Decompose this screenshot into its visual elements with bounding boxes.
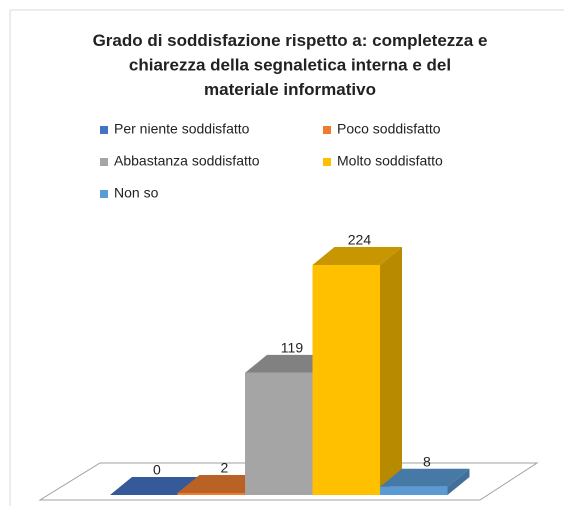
bar-top: [110, 477, 200, 495]
bar-top: [245, 354, 335, 373]
bar: [177, 492, 245, 495]
data-label: 0: [153, 462, 161, 478]
legend-label: Poco soddisfatto: [337, 121, 441, 137]
legend-label: Per niente soddisfatto: [114, 121, 250, 137]
legend-marker: [100, 126, 108, 134]
data-label: 8: [423, 453, 431, 469]
bar-side: [380, 247, 402, 495]
data-label: 119: [281, 340, 304, 356]
bar-top: [177, 474, 267, 493]
data-label: 2: [221, 460, 229, 476]
chart-title: Grado di soddisfazione rispetto a: compl…: [93, 31, 488, 99]
legend-marker: [323, 126, 331, 134]
legend-label: Non so: [114, 185, 159, 201]
bar-side: [447, 468, 470, 495]
bar-top: [312, 247, 402, 265]
bar-top: [380, 468, 470, 487]
legend-label: Abbastanza soddisfatto: [114, 153, 260, 169]
legend-marker: [100, 158, 108, 166]
legend-label: Molto soddisfatto: [337, 153, 443, 169]
bar: [380, 486, 448, 495]
bar: [312, 265, 380, 495]
legend-marker: [100, 190, 108, 198]
legend-marker: [323, 158, 331, 166]
bar: [245, 372, 313, 495]
data-label: 224: [348, 232, 372, 248]
